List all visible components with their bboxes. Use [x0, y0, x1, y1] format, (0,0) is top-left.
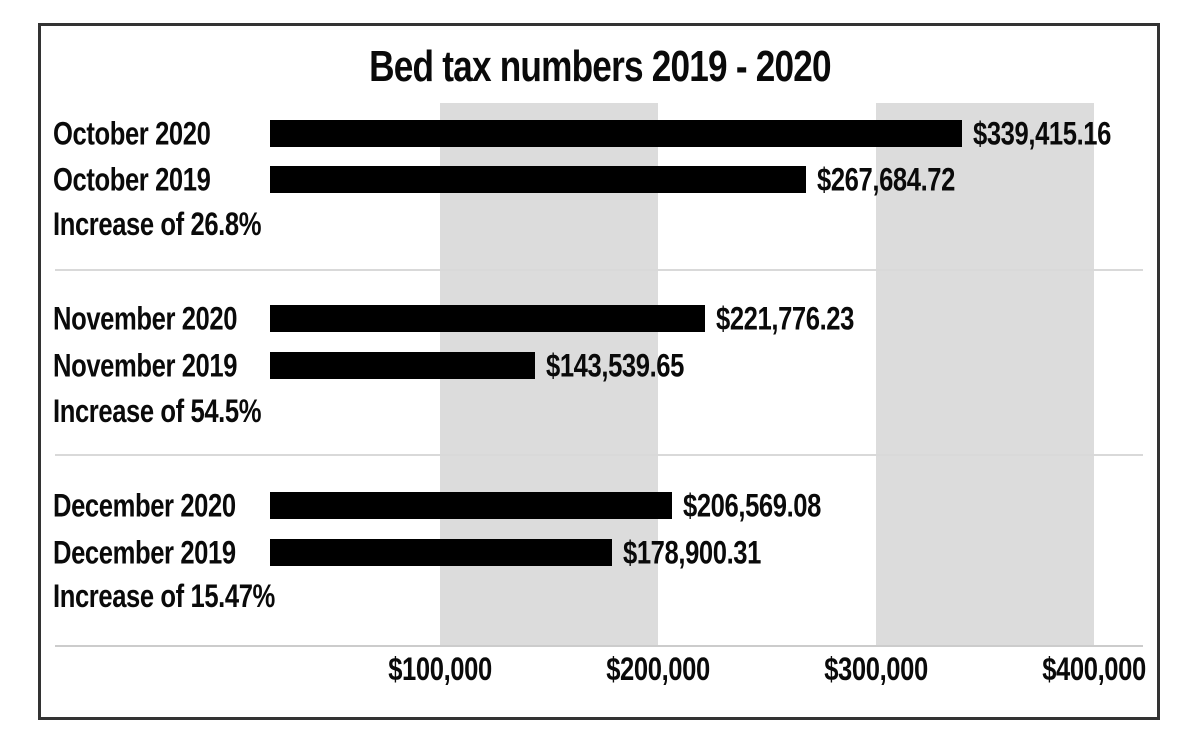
bar-row-november-2019: November 2019 $143,539.65 [0, 347, 1200, 383]
bar-row-october-2019: October 2019 $267,684.72 [0, 161, 1200, 197]
value-label-december-2020: $206,569.08 [683, 487, 821, 523]
bar-december-2020 [270, 492, 672, 519]
bar-november-2019 [270, 352, 535, 379]
category-label-october-2020: October 2020 [53, 115, 211, 151]
value-label-november-2019: $143,539.65 [546, 347, 684, 383]
bar-row-october-2020: October 2020 $339,415.16 [0, 115, 1200, 151]
increase-note-november: Increase of 54.5% [53, 393, 262, 429]
bar-row-december-2019: December 2019 $178,900.31 [0, 534, 1200, 570]
bar-october-2019 [270, 166, 806, 193]
value-label-december-2019: $178,900.31 [623, 534, 761, 570]
x-tick-label-300k: $300,000 [824, 651, 928, 687]
category-label-october-2019: October 2019 [53, 161, 211, 197]
x-tick-label-400k: $400,000 [1042, 651, 1146, 687]
chart-title: Bed tax numbers 2019 - 2020 [369, 42, 831, 91]
value-label-november-2020: $221,776.23 [716, 300, 854, 336]
group-separator-1 [55, 269, 1143, 271]
value-label-october-2019: $267,684.72 [817, 161, 955, 197]
chart-frame [38, 23, 1160, 720]
bar-november-2020 [270, 305, 705, 332]
category-label-november-2020: November 2020 [53, 300, 238, 336]
x-axis-line [55, 645, 1143, 647]
bar-october-2020 [270, 120, 962, 147]
x-tick-label-100k: $100,000 [388, 651, 492, 687]
bar-row-december-2020: December 2020 $206,569.08 [0, 487, 1200, 523]
grid-band-300k-400k [876, 103, 1094, 645]
bar-row-november-2020: November 2020 $221,776.23 [0, 300, 1200, 336]
category-label-december-2019: December 2019 [53, 534, 236, 570]
increase-note-october: Increase of 26.8% [53, 206, 262, 242]
increase-note-december: Increase of 15.47% [53, 578, 275, 614]
category-label-december-2020: December 2020 [53, 487, 236, 523]
value-label-october-2020: $339,415.16 [973, 115, 1111, 151]
bar-december-2019 [270, 539, 612, 566]
x-tick-label-200k: $200,000 [606, 651, 710, 687]
category-label-november-2019: November 2019 [53, 347, 238, 383]
group-separator-2 [55, 454, 1143, 456]
